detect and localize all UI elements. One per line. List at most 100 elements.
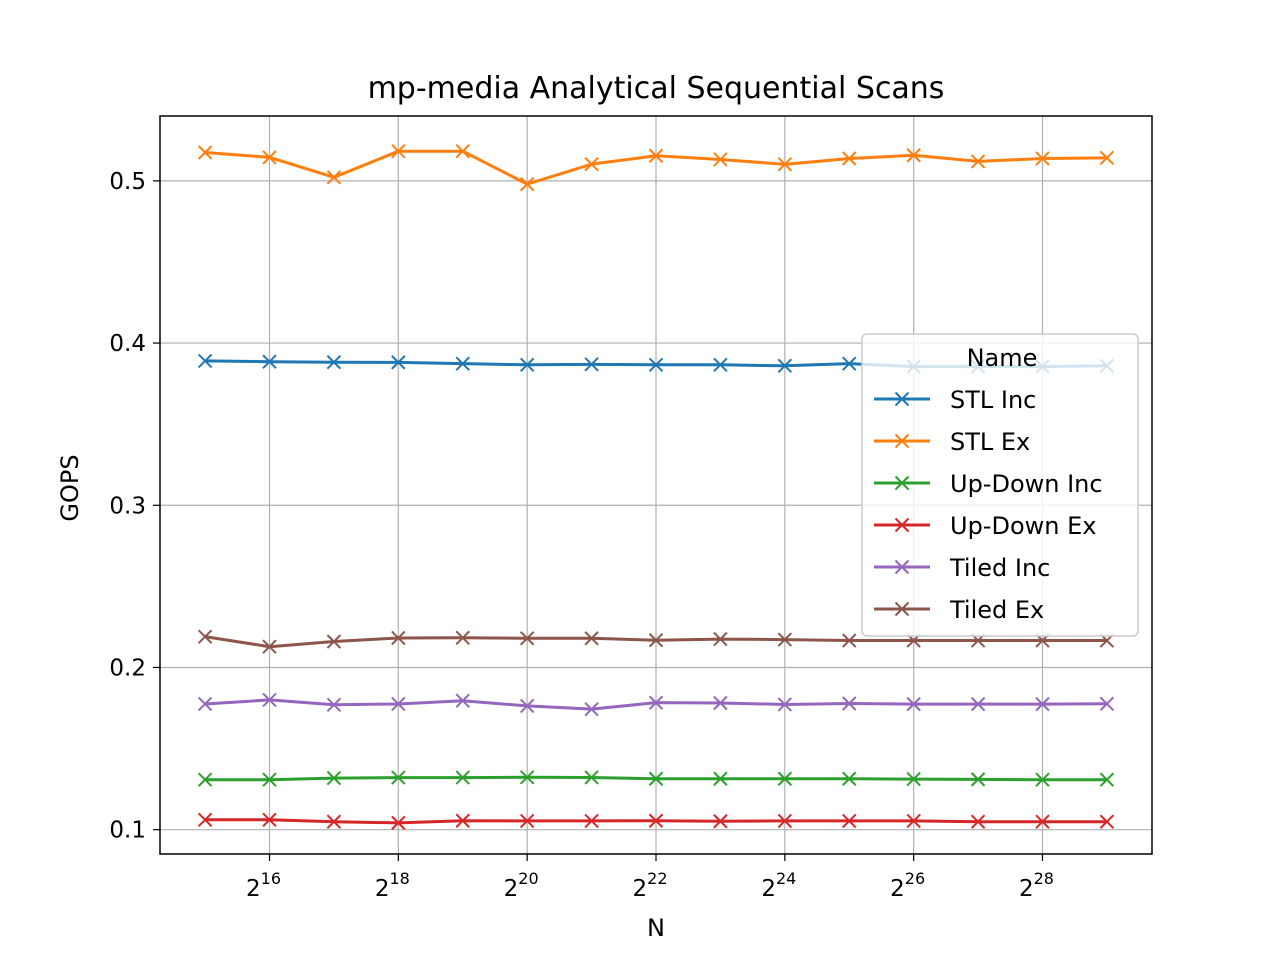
- data-point: [262, 639, 277, 654]
- data-point: [262, 692, 277, 708]
- data-point: [262, 812, 277, 827]
- x-tick-label: 220: [504, 869, 539, 902]
- data-point: [713, 357, 728, 373]
- data-point: [326, 170, 342, 185]
- data-point: [1099, 772, 1115, 787]
- data-point: [391, 696, 406, 712]
- legend-box: [861, 333, 1139, 637]
- data-point: [713, 631, 728, 647]
- data-point: [519, 770, 535, 785]
- data-point: [1035, 696, 1050, 712]
- legend-label: Tiled Ex: [949, 596, 1044, 624]
- data-point: [970, 696, 986, 712]
- legend-label: Tiled Inc: [949, 554, 1050, 582]
- data-point: [197, 145, 213, 160]
- data-point: [906, 813, 921, 829]
- data-point: [326, 770, 342, 786]
- y-axis-ticks: 0.1 0.2 0.3 0.4 0.5: [109, 169, 160, 844]
- data-point: [777, 157, 793, 172]
- legend-marker: [894, 517, 910, 533]
- data-point: [1035, 151, 1050, 166]
- data-point: [648, 771, 664, 786]
- y-tick-label: 0.4: [109, 331, 146, 357]
- data-point: [326, 355, 342, 370]
- x-tick-label: 228: [1019, 869, 1054, 902]
- data-point: [906, 696, 921, 712]
- data-point: [262, 772, 277, 787]
- data-point: [970, 772, 986, 787]
- data-point: [455, 630, 470, 645]
- data-point: [391, 143, 406, 159]
- legend-item: Tiled Inc: [874, 554, 1050, 582]
- data-point: [197, 353, 213, 369]
- legend-item: Tiled Ex: [874, 596, 1044, 624]
- data-point: [262, 354, 277, 369]
- data-point: [1099, 696, 1115, 712]
- data-point: [391, 815, 406, 831]
- data-point: [777, 697, 793, 712]
- x-tick-label: 224: [761, 869, 796, 902]
- y-axis-label: GOPS: [56, 454, 84, 521]
- data-point: [713, 152, 728, 167]
- x-tick-label: 226: [890, 869, 925, 902]
- series-up-down-inc: [197, 770, 1115, 787]
- data-point: [648, 633, 664, 648]
- data-point: [842, 771, 857, 786]
- chart-title: mp-media Analytical Sequential Scans: [368, 71, 945, 106]
- x-axis-label: N: [647, 914, 665, 942]
- legend-label: Up-Down Inc: [950, 470, 1103, 498]
- data-point: [519, 698, 535, 714]
- data-point: [197, 772, 213, 787]
- legend-item: STL Ex: [874, 428, 1030, 456]
- data-point: [326, 697, 342, 712]
- legend-item: STL Inc: [874, 386, 1036, 414]
- legend-marker: [894, 601, 910, 617]
- data-point: [584, 357, 599, 372]
- series-stl-ex: [197, 143, 1115, 192]
- x-tick-label: 222: [633, 869, 668, 902]
- series-tiled-ex: [197, 629, 1115, 654]
- data-point: [519, 813, 535, 829]
- data-point: [777, 358, 793, 373]
- legend-label: STL Inc: [950, 386, 1036, 414]
- data-point: [584, 701, 599, 717]
- data-point: [1035, 772, 1050, 787]
- x-axis-ticks: 216 218 220 222 224 226 228: [246, 854, 1054, 902]
- data-point: [519, 357, 535, 373]
- data-point: [584, 631, 599, 646]
- y-tick-label: 0.1: [109, 818, 146, 844]
- x-tick-label: 218: [375, 869, 410, 902]
- legend-label: Up-Down Ex: [950, 512, 1096, 540]
- legend-marker: [894, 475, 910, 491]
- data-point: [455, 356, 470, 371]
- data-point: [713, 771, 728, 786]
- legend-marker: [894, 559, 910, 575]
- data-point: [648, 695, 664, 710]
- data-point: [391, 630, 406, 646]
- data-point: [584, 770, 599, 785]
- data-point: [777, 813, 793, 829]
- data-point: [648, 813, 664, 828]
- data-point: [1035, 814, 1050, 829]
- data-point: [519, 631, 535, 646]
- legend-marker: [894, 433, 910, 449]
- data-point: [842, 356, 857, 371]
- data-point: [713, 814, 728, 829]
- data-point: [455, 693, 470, 708]
- data-point: [326, 634, 342, 649]
- x-tick-label: 216: [246, 869, 281, 902]
- data-point: [391, 770, 406, 785]
- series-up-down-ex: [197, 812, 1115, 831]
- data-point: [584, 156, 599, 172]
- data-point: [519, 176, 535, 192]
- data-point: [197, 629, 213, 644]
- data-point: [455, 770, 470, 785]
- legend: Name STL Inc STL Ex Up-Down Inc Up-Down Ex Ti…: [861, 333, 1139, 637]
- y-tick-label: 0.2: [109, 655, 146, 681]
- data-point: [197, 696, 213, 712]
- data-point: [906, 148, 921, 163]
- data-point: [326, 814, 342, 829]
- data-point: [648, 148, 664, 163]
- data-point: [455, 813, 470, 828]
